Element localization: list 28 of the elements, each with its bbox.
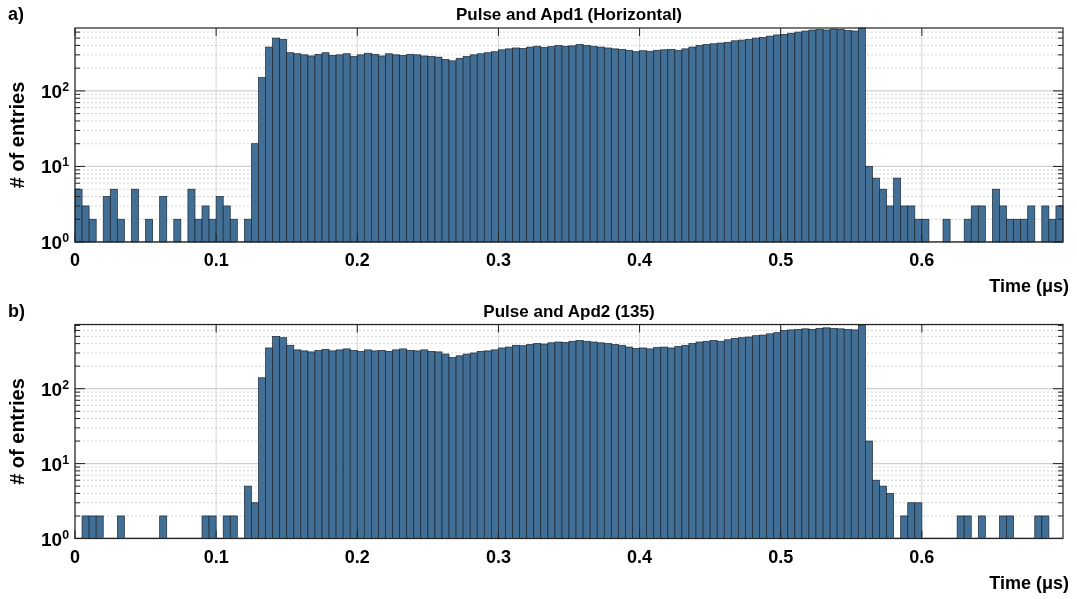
x-tick-label: 0.6 — [909, 250, 935, 270]
y-axis-title: # of entries — [6, 81, 28, 189]
text: b) — [8, 300, 25, 321]
x-tick-label: 0.1 — [203, 250, 229, 270]
x-tick-label: 0.6 — [909, 546, 935, 567]
x-tick-label: 0.2 — [344, 546, 370, 567]
y-tick-label: 10$^{1}$ — [40, 452, 70, 475]
x-tick-label: 0.3 — [485, 546, 511, 567]
y-tick-label: 10$^{2}$ — [40, 79, 70, 102]
x-tick-label: 0 — [69, 250, 81, 270]
y-tick-label: 10$^{1}$ — [40, 155, 70, 178]
y-tick-label: 10$^{2}$ — [40, 377, 70, 400]
text: a) — [8, 4, 25, 24]
x-tick-label: 0 — [69, 546, 81, 567]
x-tick-label: 0.5 — [768, 546, 794, 567]
y-tick-label: 10$^{0}$ — [40, 231, 70, 253]
x-tick-label: 0.1 — [203, 546, 229, 567]
x-tick-label: 0.5 — [768, 250, 794, 270]
x-tick-label: 0.4 — [627, 546, 653, 567]
y-axis-title: # of entries — [6, 378, 28, 485]
x-tick-label: 0.4 — [627, 250, 653, 270]
x-axis-title: Time (μs) — [989, 276, 1069, 296]
x-axis-title: Time (μs) — [989, 572, 1069, 593]
x-tick-label: 0.2 — [344, 250, 370, 270]
chart-title: Pulse and Apd1 (Horizontal) — [455, 5, 683, 24]
chart-title: Pulse and Apd2 (135) — [483, 301, 655, 321]
y-tick-label: 10$^{0}$ — [40, 527, 70, 550]
x-tick-label: 0.3 — [485, 250, 511, 270]
